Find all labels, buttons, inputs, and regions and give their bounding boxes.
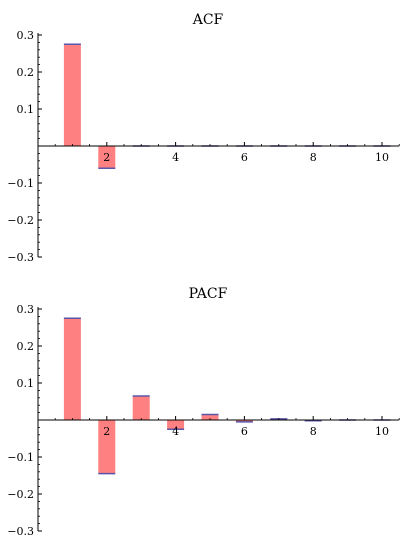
- pacf-y-tick-label: −0.3: [7, 525, 34, 538]
- pacf-y-tick-label: 0.2: [17, 340, 35, 353]
- acf-bar-1: [63, 44, 81, 146]
- acf-x-tick-label: 2: [103, 151, 110, 164]
- pacf-x-tick-label: 8: [310, 425, 317, 438]
- acf-y-tick-label: 0.2: [17, 66, 35, 79]
- pacf-x-tick-label: 4: [172, 425, 179, 438]
- acf-y-tick-label: 0.3: [17, 29, 35, 42]
- acf-x-tick-label: 8: [310, 151, 317, 164]
- pacf-x-tick-label: 6: [241, 425, 248, 438]
- pacf-title: PACF: [189, 286, 228, 302]
- pacf-bar-6: [235, 420, 253, 422]
- pacf-y-tick-label: 0.1: [17, 377, 35, 390]
- acf-x-tick-label: 4: [172, 151, 179, 164]
- acf-title: ACF: [192, 12, 224, 28]
- pacf-bar-5: [201, 414, 219, 420]
- acf-y-tick-label: −0.2: [7, 214, 34, 227]
- pacf-bar-4: [167, 420, 185, 430]
- pacf-bar-3: [132, 395, 150, 420]
- acf-panel: ACF 2 4 6 8 10 −0.3 −0.2 −0.1 0.1 0.2 0.3: [7, 12, 400, 264]
- acf-x-tick-label: 10: [375, 151, 389, 164]
- acf-y-tick-label: 0.1: [17, 103, 35, 116]
- acf-y-tick-label: −0.3: [7, 251, 34, 264]
- pacf-bar-1: [63, 318, 81, 420]
- pacf-x-tick-label: 2: [103, 425, 110, 438]
- pacf-y-tick-label: −0.1: [7, 451, 34, 464]
- pacf-panel: PACF 2 4 6 8 10 −0.3 −0.2 −0.1 0.1 0.2 0.3: [7, 286, 400, 538]
- pacf-bar-2: [98, 420, 116, 474]
- acf-y-tick-label: −0.1: [7, 177, 34, 190]
- pacf-y-tick-label: 0.3: [17, 303, 35, 316]
- acf-bar-2: [98, 146, 116, 169]
- pacf-y-tick-label: −0.2: [7, 488, 34, 501]
- acf-x-tick-label: 6: [241, 151, 248, 164]
- pacf-x-tick-label: 10: [375, 425, 389, 438]
